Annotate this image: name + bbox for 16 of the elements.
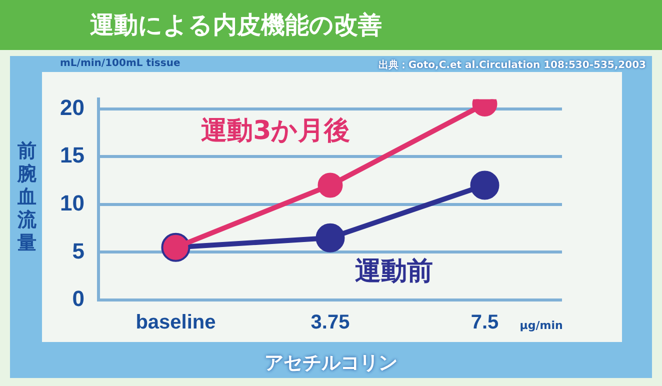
x-axis-title: アセチルコリン [264,351,398,376]
y-tick-label: 0 [72,286,84,312]
text: mL/min/100mL tissue [60,58,180,69]
text: μg/min [520,318,563,332]
y-tick-label: 15 [60,142,84,168]
series-label: 運動3か月後 [201,116,350,146]
y-axis-title: 前腕血流量 [16,140,38,255]
x-tick-label: 3.75 [310,312,350,334]
series-label: 運動前 [355,256,434,287]
source-note: 出典：Goto,C.et al.Circulation 108:530-535,2003 [378,58,646,72]
x-tick-label: baseline [136,312,216,334]
y-tick-label: 20 [60,94,84,120]
chart-title: 運動による内皮機能の改善 [0,0,662,50]
y-tick-label: 5 [72,238,84,264]
x-tick-label: 7.5 [470,312,499,334]
y-tick-label: 10 [60,190,84,216]
